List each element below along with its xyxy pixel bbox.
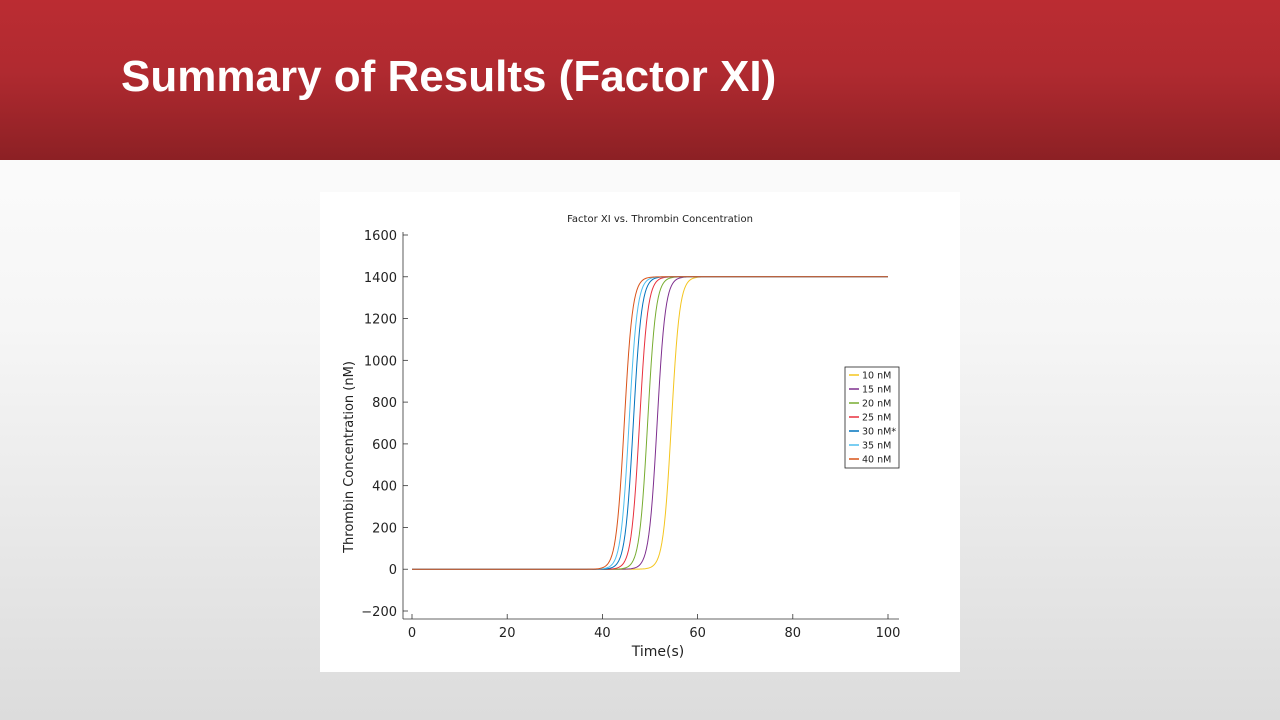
- y-tick-label: 1600: [364, 229, 397, 244]
- legend-label: 40 nM: [862, 455, 891, 466]
- chart-panel: Factor XI vs. Thrombin Concentration Tim…: [320, 192, 960, 672]
- x-tick-label: 60: [689, 626, 706, 641]
- x-tick-label: 80: [785, 626, 802, 641]
- legend-label: 15 nM: [862, 385, 891, 396]
- x-tick-label: 100: [876, 626, 901, 641]
- title-bar: Summary of Results (Factor XI): [0, 0, 1280, 160]
- x-axis-label: Time(s): [631, 644, 684, 660]
- y-axis-label: Thrombin Concentration (nM): [342, 361, 357, 554]
- slide-title: Summary of Results (Factor XI): [121, 52, 777, 101]
- y-tick-label: 400: [372, 480, 397, 495]
- series-line: [412, 276, 888, 570]
- x-tick-label: 20: [499, 626, 516, 641]
- legend-label: 10 nM: [862, 371, 891, 382]
- y-tick-label: 0: [389, 563, 397, 578]
- x-tick-label: 40: [594, 626, 611, 641]
- y-tick-label: 1000: [364, 354, 397, 369]
- x-tick-label: 0: [408, 626, 416, 641]
- line-chart: Factor XI vs. Thrombin Concentration Tim…: [342, 214, 900, 660]
- y-tick-label: 1400: [364, 271, 397, 286]
- y-tick-label: 600: [372, 438, 397, 453]
- y-tick-label: 800: [372, 396, 397, 411]
- chart-axes: −200 0 200 400 600 800 1000 1200 1400 1600 0 20 40 60…: [361, 229, 900, 641]
- y-tick-label: −200: [361, 605, 397, 620]
- legend-label: 30 nM*: [862, 427, 896, 438]
- chart-title: Factor XI vs. Thrombin Concentration: [567, 214, 753, 225]
- legend-label: 25 nM: [862, 413, 891, 424]
- legend-label: 35 nM: [862, 441, 891, 452]
- chart-legend: 10 nM 15 nM 20 nM 25 nM 30 nM* 35 nM 40 nM: [844, 366, 900, 469]
- legend-label: 20 nM: [862, 399, 891, 410]
- y-tick-label: 200: [372, 521, 397, 536]
- chart-series: [412, 276, 888, 570]
- y-tick-label: 1200: [364, 313, 397, 328]
- series-line: [412, 276, 888, 570]
